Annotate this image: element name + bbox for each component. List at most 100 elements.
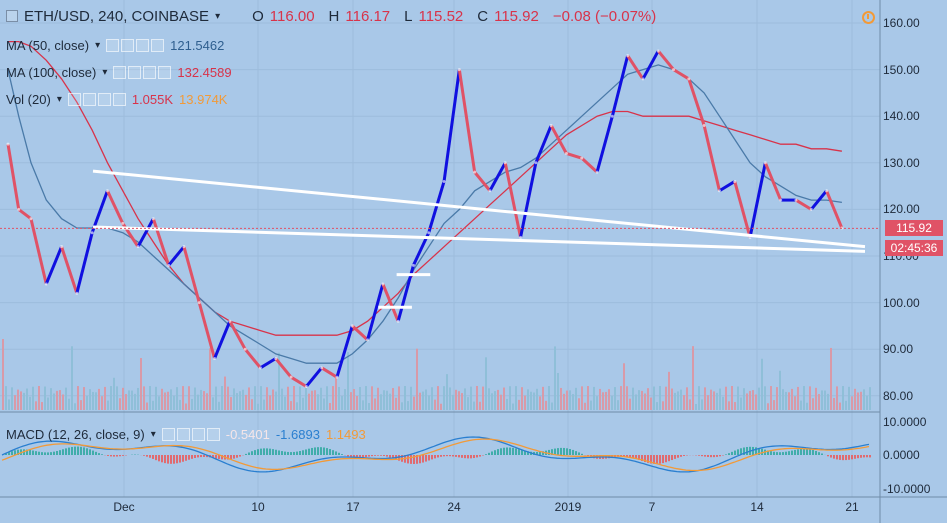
close-value: 115.92 <box>494 8 539 25</box>
price-point <box>320 366 324 370</box>
macd-histogram-bar <box>50 452 52 455</box>
volume-bar <box>311 390 313 410</box>
indicator-controls[interactable] <box>106 39 165 52</box>
candles <box>6 49 844 388</box>
macd-histogram-bar <box>269 448 271 455</box>
volume-bar <box>449 387 451 410</box>
price-point <box>213 357 217 361</box>
chevron-down-icon[interactable]: ▾ <box>102 67 108 78</box>
volume-bar <box>176 387 178 410</box>
macd-legend[interactable]: MACD (12, 26, close, 9) ▾ -0.5401 -1.689… <box>6 427 366 442</box>
volume-bar <box>305 388 307 410</box>
macd-histogram-bar <box>176 455 178 464</box>
price-segment <box>228 320 247 350</box>
volume-bar <box>428 395 430 410</box>
macd-histogram-bar <box>353 455 355 458</box>
chevron-down-icon[interactable]: ▾ <box>150 429 156 440</box>
macd-histogram-bar <box>650 455 652 464</box>
macd-histogram-bar <box>767 450 769 455</box>
volume-bar <box>122 387 124 410</box>
volume-bar <box>446 374 448 410</box>
volume-bar <box>359 386 361 410</box>
volume-bar <box>416 348 418 410</box>
volume-bar <box>170 389 172 410</box>
macd-histogram-bar <box>644 455 646 462</box>
symbol-toggle-icon[interactable] <box>6 10 18 22</box>
volume-bar <box>806 402 808 410</box>
macd-histogram-bar <box>215 455 217 459</box>
volume-bar <box>710 389 712 410</box>
volume-bar <box>134 393 136 410</box>
volume-bar <box>269 395 271 410</box>
volume-bar <box>155 386 157 410</box>
volume-bar <box>23 392 25 410</box>
indicator-controls[interactable] <box>67 93 126 106</box>
macd-histogram-bar <box>287 451 289 455</box>
macd-histogram-bar <box>38 451 40 455</box>
macd-histogram-bar <box>761 448 763 455</box>
volume-bar <box>569 390 571 410</box>
volume-bar <box>44 386 46 410</box>
volume-bar <box>857 392 859 410</box>
symbol-label[interactable]: ETH/USD, 240, COINBASE <box>24 8 210 25</box>
macd-histogram-bar <box>398 455 400 461</box>
volume-bar <box>503 387 505 410</box>
macd-histogram-bar <box>188 455 190 460</box>
price-segment <box>595 115 614 173</box>
volume-bar <box>677 391 679 410</box>
macd-histogram-bar <box>512 447 514 455</box>
macd-histogram-bar <box>281 451 283 455</box>
volume-bar <box>464 388 466 410</box>
macd-histogram-bar <box>44 452 46 455</box>
macd-histogram-bar <box>248 452 250 455</box>
volume-bar <box>533 392 535 410</box>
macd-histogram-bar <box>236 455 238 458</box>
indicator-controls[interactable] <box>161 428 220 441</box>
macd-histogram-bar <box>704 455 706 457</box>
volume-bar <box>344 389 346 410</box>
volume-bar <box>329 403 331 410</box>
volume-bar <box>254 386 256 410</box>
price-point <box>641 77 645 81</box>
ma100-legend[interactable]: MA (100, close) ▾ 132.4589 <box>6 65 232 80</box>
volume-bar <box>623 363 625 410</box>
price-point <box>809 207 813 211</box>
price-point <box>243 347 247 351</box>
macd-histogram-bar <box>563 447 565 455</box>
price-point <box>411 263 415 267</box>
indicator-controls[interactable] <box>113 66 172 79</box>
volume-bar <box>158 396 160 410</box>
volume-bar <box>824 390 826 410</box>
chevron-down-icon[interactable]: ▾ <box>215 11 221 22</box>
macd-histogram-bar <box>77 446 79 455</box>
macd-histogram-bar <box>635 455 637 459</box>
time-tick-label: 10 <box>251 500 265 514</box>
macd-histogram-bar <box>113 455 115 457</box>
volume-bar <box>377 387 379 410</box>
volume-bar <box>479 401 481 410</box>
price-point <box>779 198 783 202</box>
macd-histogram-bar <box>290 452 292 455</box>
volume-bar <box>101 396 103 410</box>
macd-value-1: -0.5401 <box>225 427 270 442</box>
chevron-down-icon[interactable]: ▾ <box>56 94 62 105</box>
volume-bar <box>815 387 817 410</box>
ma50-legend[interactable]: MA (50, close) ▾ 121.5462 <box>6 38 224 53</box>
price-point <box>228 319 232 323</box>
macd-histogram-bar <box>578 452 580 455</box>
trendline <box>92 169 866 249</box>
macd-histogram-bar <box>458 455 460 458</box>
volume-legend[interactable]: Vol (20) ▾ 1.055K 13.974K <box>6 92 227 107</box>
price-point <box>457 68 461 72</box>
macd-histogram-bar <box>740 448 742 455</box>
volume-bar <box>593 386 595 410</box>
alert-icon[interactable] <box>862 11 875 24</box>
macd-histogram-bar <box>785 451 787 455</box>
volume-bar <box>83 387 85 410</box>
macd-histogram-bar <box>56 450 58 455</box>
volume-bar <box>425 389 427 410</box>
chevron-down-icon[interactable]: ▾ <box>95 40 101 51</box>
price-tick-label: 150.00 <box>883 62 920 77</box>
macd-histogram-bar <box>518 449 520 455</box>
